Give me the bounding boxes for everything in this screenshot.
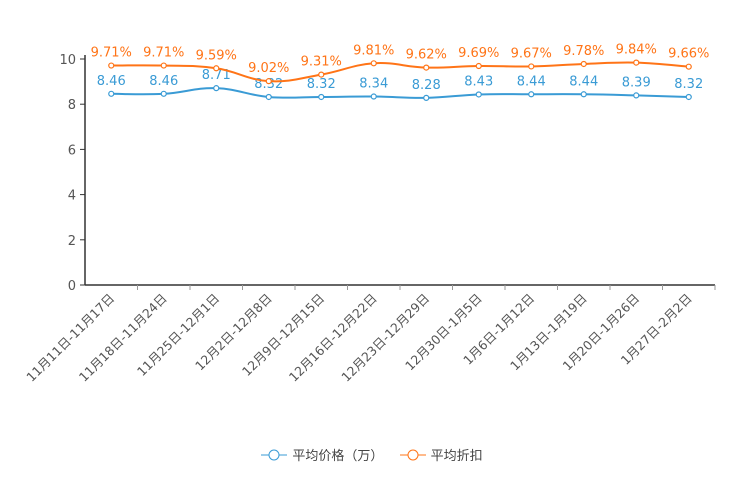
data-label: 8.28	[412, 78, 441, 93]
data-label: 8.32	[674, 77, 703, 92]
legend-label-price: 平均价格（万）	[292, 449, 384, 464]
y-tick-label: 6	[68, 143, 76, 158]
data-label: 8.34	[359, 77, 388, 92]
data-point	[160, 62, 167, 69]
data-point	[318, 93, 325, 101]
data-label: 9.78%	[563, 44, 604, 59]
data-point	[633, 59, 640, 66]
data-point	[213, 65, 220, 72]
data-label: 8.44	[569, 74, 598, 89]
legend-item-price[interactable]: 平均价格（万）	[261, 445, 383, 464]
data-label: 8.46	[149, 74, 178, 89]
data-point	[265, 93, 272, 101]
data-label: 9.66%	[668, 47, 709, 62]
data-label: 8.32	[307, 77, 336, 92]
data-point	[370, 60, 377, 67]
data-label: 9.69%	[458, 46, 499, 61]
legend-discount-icon	[399, 449, 426, 460]
data-label: 9.31%	[301, 55, 342, 70]
data-point	[108, 62, 115, 69]
data-point	[265, 78, 272, 85]
data-point	[370, 93, 377, 100]
data-label: 8.46	[97, 74, 126, 89]
data-point	[213, 85, 220, 92]
data-point	[318, 71, 325, 78]
data-label: 9.71%	[143, 46, 184, 61]
data-point	[685, 93, 692, 101]
data-label: 9.81%	[353, 43, 394, 58]
y-tick-label: 10	[59, 53, 76, 68]
x-tick-label: 11月18日-11月24日	[76, 291, 170, 385]
data-point	[528, 63, 535, 70]
data-point	[580, 91, 587, 98]
series-line-1	[111, 61, 689, 83]
data-point	[475, 62, 482, 70]
legend-price-icon	[261, 449, 288, 460]
data-point	[108, 90, 115, 97]
y-tick-label: 4	[68, 189, 76, 204]
legend-label-discount: 平均折扣	[430, 449, 483, 464]
plot-area: 024681011月11日-11月17日11月18日-11月24日11月25日-…	[23, 43, 716, 385]
y-tick-label: 8	[68, 98, 76, 113]
data-label: 8.44	[517, 74, 546, 89]
data-label: 9.84%	[616, 43, 657, 58]
data-label: 8.39	[622, 75, 651, 90]
data-point	[475, 91, 482, 98]
data-label: 8.43	[464, 74, 493, 89]
data-label: 9.62%	[406, 48, 447, 63]
data-point	[423, 64, 430, 71]
data-point	[633, 92, 640, 99]
data-label: 9.71%	[91, 46, 132, 61]
data-point	[160, 90, 167, 97]
data-point	[423, 94, 430, 101]
data-label: 9.59%	[196, 48, 237, 63]
data-point	[580, 60, 587, 68]
legend: 平均价格（万） 平均折扣	[0, 445, 744, 466]
data-point	[685, 63, 692, 70]
data-point	[528, 91, 535, 98]
data-label: 9.02%	[248, 61, 289, 76]
x-tick-label: 11月11日-11月17日	[23, 291, 117, 385]
x-tick-label: 12月16日-12月22日	[286, 291, 380, 385]
y-tick-label: 2	[68, 234, 76, 249]
x-tick-label: 12月23日-12月29日	[338, 291, 432, 385]
y-tick-label: 0	[68, 279, 76, 294]
data-label: 9.67%	[511, 46, 552, 61]
data-label: 8.71	[202, 68, 231, 83]
legend-item-discount[interactable]: 平均折扣	[399, 445, 483, 464]
series-line-0	[111, 87, 689, 99]
